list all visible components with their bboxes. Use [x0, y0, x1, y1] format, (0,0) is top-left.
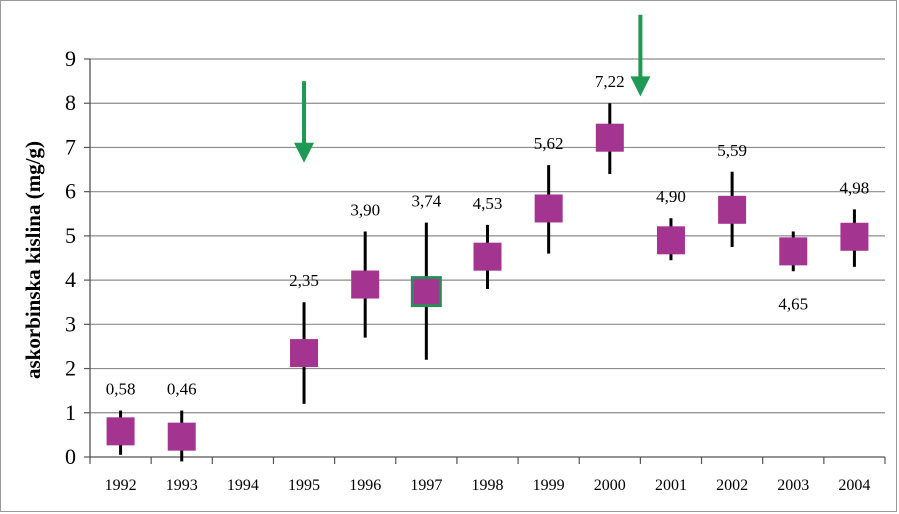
data-labels: 0,58 0,46 2,35 3,90 3,74 4,53 5,62 7,22 4,90 5,59…: [106, 72, 870, 398]
data-marker: [351, 270, 380, 299]
y-tick-label: 7: [65, 134, 76, 159]
data-marker: [718, 195, 747, 224]
arrow-head: [630, 76, 651, 97]
x-tick-label: 1999: [533, 477, 565, 494]
data-marker: [290, 339, 319, 368]
x-tick-labels: 1992 1993 1994 1995 1996 1997 1998 1999 2000 2001…: [105, 477, 871, 494]
data-label: 2,35: [289, 271, 319, 290]
data-marker: [410, 276, 442, 308]
data-label: 0,58: [106, 380, 136, 399]
data-label: 4,98: [840, 178, 870, 197]
data-label: 4,90: [656, 187, 686, 206]
data-label: 0,46: [167, 380, 197, 399]
y-tick-label: 5: [65, 223, 76, 248]
y-tick-label: 3: [65, 311, 76, 336]
data-marker: [840, 222, 869, 251]
data-label: 3,74: [411, 192, 441, 211]
data-label: 4,53: [473, 194, 503, 213]
arrow-head: [294, 142, 315, 163]
x-tick-label: 1997: [410, 477, 442, 494]
y-tick-label: 1: [65, 400, 76, 425]
x-tick-label: 1992: [105, 477, 137, 494]
axes: [84, 58, 886, 464]
y-tick-label: 2: [65, 356, 76, 381]
data-marker: [595, 123, 624, 152]
data-label: 4,65: [778, 294, 808, 313]
data-marker: [534, 194, 563, 223]
data-marker: [779, 237, 808, 266]
gridlines: [90, 58, 885, 414]
arrows: [294, 14, 651, 163]
data-marker: [656, 226, 685, 255]
x-tick-label: 1998: [472, 477, 504, 494]
y-tick-label: 0: [65, 444, 76, 469]
data-marker: [473, 242, 502, 271]
data-label: 5,62: [534, 134, 564, 153]
x-tick-label: 2001: [655, 477, 687, 494]
data-label: 3,90: [350, 200, 380, 219]
x-tick-label: 1996: [349, 477, 381, 494]
y-tick-label: 6: [65, 179, 76, 204]
x-tick-label: 2000: [594, 477, 626, 494]
y-axis-title: askorbinska kislina (mg/g): [21, 141, 45, 379]
y-tick-label: 4: [65, 267, 76, 292]
data-label: 5,59: [717, 141, 747, 160]
x-tick-label: 1994: [227, 477, 259, 494]
y-tick-label: 9: [65, 46, 76, 71]
y-tick-labels: 0 1 2 3 4 5 6 7 8 9: [65, 46, 76, 469]
x-tick-label: 2004: [838, 477, 870, 494]
x-tick-label: 1995: [288, 477, 320, 494]
data-marker: [167, 422, 196, 451]
data-label: 7,22: [595, 72, 625, 91]
x-tick-label: 1993: [166, 477, 198, 494]
data-markers: [106, 123, 869, 451]
y-tick-label: 8: [65, 90, 76, 115]
x-tick-label: 2002: [716, 477, 748, 494]
data-marker: [106, 417, 135, 446]
x-tick-label: 2003: [777, 477, 809, 494]
